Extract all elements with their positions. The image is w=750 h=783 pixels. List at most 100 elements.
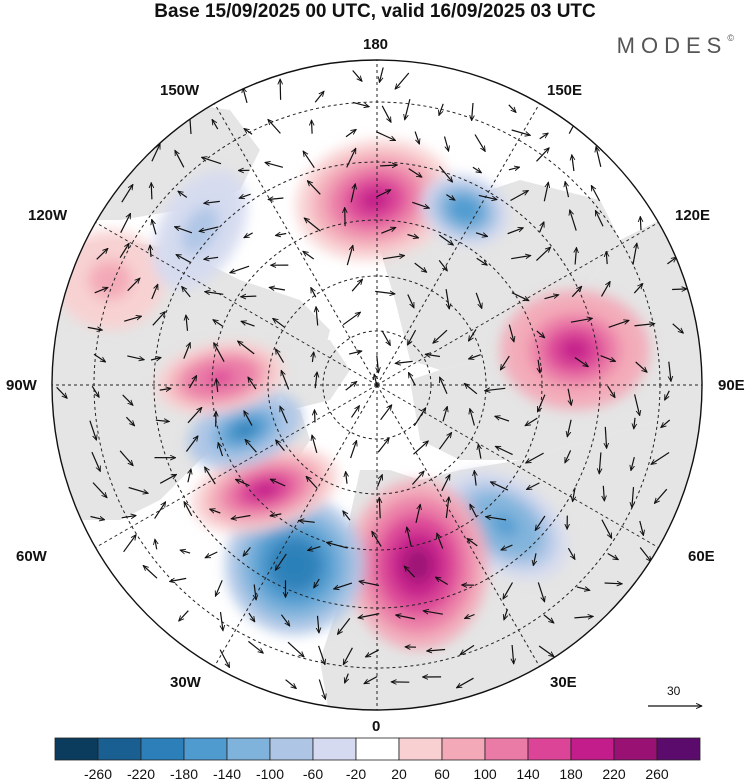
wind-vector	[599, 452, 601, 473]
wind-vector	[343, 511, 351, 521]
wind-vector	[375, 131, 395, 142]
lon-label-90e: 90E	[718, 377, 745, 394]
wind-vector	[307, 181, 321, 195]
wind-vector	[119, 450, 133, 466]
wind-vector	[443, 136, 449, 152]
wind-vector	[438, 433, 451, 450]
wind-vector	[276, 349, 285, 363]
wind-vector	[607, 385, 615, 398]
wind-vector	[567, 547, 575, 559]
wind-vector	[188, 469, 191, 483]
wind-vector	[127, 355, 144, 360]
wind-vector	[159, 474, 176, 484]
anomaly-positive-over-west-siberia	[500, 290, 650, 410]
wind-vector	[342, 312, 360, 326]
wind-vector	[423, 611, 443, 615]
wind-vector	[188, 376, 196, 389]
wind-vector	[377, 355, 379, 372]
wind-vector	[346, 472, 347, 484]
wind-vector	[376, 475, 383, 487]
wind-vector	[408, 168, 422, 178]
wind-vector	[212, 119, 219, 130]
wind-vector	[543, 182, 548, 202]
wind-vector	[183, 343, 190, 359]
wind-vector	[199, 226, 219, 232]
wind-vector	[358, 613, 380, 618]
wind-vector	[350, 441, 357, 459]
wind-vector	[124, 316, 141, 322]
wind-vector	[241, 321, 255, 327]
wind-vector	[475, 292, 482, 309]
wind-vector	[93, 353, 106, 362]
wind-vector	[407, 527, 412, 547]
colorbar-tick-label: -20	[345, 766, 367, 782]
colorbar-tick-label: -180	[169, 766, 199, 782]
wind-vector	[460, 644, 475, 654]
lon-label-120w: 120W	[28, 207, 68, 224]
wind-vector	[125, 416, 134, 426]
wind-vector	[348, 351, 362, 354]
wind-vector	[603, 485, 604, 501]
wind-vector	[635, 361, 647, 372]
wind-vector	[475, 232, 488, 237]
wind-vector	[275, 234, 287, 236]
wind-vector	[345, 129, 356, 138]
lon-label-60w: 60W	[16, 548, 47, 565]
wind-vector	[204, 201, 220, 203]
lon-label-120e: 120E	[675, 207, 711, 224]
wind-vector	[185, 436, 198, 452]
colorbar-tick-label: -260	[83, 766, 113, 782]
wind-vector	[439, 103, 444, 116]
wind-vector	[574, 616, 593, 618]
colorbar-tick-label: 60	[434, 766, 450, 782]
lon-label-30w: 30W	[170, 674, 201, 691]
wind-vector	[316, 307, 318, 326]
map-title: Base 15/09/2025 00 UTC, valid 16/09/2025…	[154, 1, 596, 22]
wind-vector	[214, 580, 223, 596]
wind-vector	[312, 435, 318, 454]
wind-vector	[94, 287, 108, 294]
wind-vector	[664, 390, 670, 400]
wind-vector	[380, 165, 397, 166]
wind-vector	[500, 355, 510, 370]
wind-vector	[218, 443, 224, 457]
wind-vector	[446, 497, 449, 519]
wind-vector	[182, 287, 191, 298]
wind-vector	[526, 452, 544, 463]
wind-vector	[470, 409, 475, 426]
wind-vectors	[56, 67, 687, 700]
wind-vector	[633, 284, 643, 294]
wind-vector	[299, 521, 315, 523]
wind-vector	[634, 417, 635, 429]
wind-vector	[90, 517, 105, 520]
wind-vector	[213, 320, 223, 327]
wind-vector	[571, 286, 582, 298]
wind-vector	[372, 531, 382, 547]
wind-vector	[380, 405, 392, 421]
wind-vector	[407, 373, 416, 386]
wind-vector	[303, 151, 315, 169]
wind-vector	[219, 649, 231, 668]
wind-vector	[508, 324, 514, 342]
wind-vector	[143, 566, 158, 579]
wind-vector	[535, 247, 550, 262]
wind-vector	[315, 372, 317, 389]
wind-vector	[170, 578, 187, 581]
wind-vector	[445, 289, 449, 309]
wind-vector	[306, 476, 318, 489]
colorbar-tick-label: -60	[302, 766, 324, 782]
wind-vector	[478, 194, 497, 199]
wind-vector	[667, 257, 676, 265]
wind-vector	[312, 352, 313, 363]
wind-vector	[248, 377, 257, 390]
wind-vector	[268, 119, 281, 134]
colorbar-tick-label: 140	[516, 766, 540, 782]
wind-vector	[303, 251, 315, 260]
wind-vector	[478, 444, 481, 459]
wind-vector	[570, 318, 593, 323]
wind-vector	[280, 79, 281, 100]
lon-label-30e: 30E	[550, 674, 577, 691]
wind-vector	[501, 544, 513, 551]
anomaly-positive-over-gulf-of-alaska	[55, 230, 165, 330]
wind-vector	[155, 420, 170, 421]
